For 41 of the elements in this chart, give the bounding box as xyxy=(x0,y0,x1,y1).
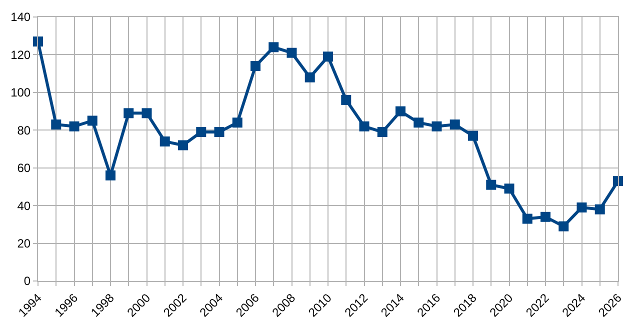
point xyxy=(522,214,532,224)
point xyxy=(106,170,116,180)
point xyxy=(396,106,406,116)
y-tick-label: 0 xyxy=(24,274,31,288)
point xyxy=(450,119,460,130)
point xyxy=(594,204,605,214)
y-tick-label: 20 xyxy=(17,236,31,250)
point xyxy=(576,202,587,212)
point xyxy=(196,127,206,138)
point xyxy=(178,140,188,150)
point xyxy=(304,72,315,82)
point xyxy=(341,94,352,105)
point xyxy=(33,36,43,47)
point xyxy=(414,118,424,128)
point xyxy=(613,176,623,186)
point xyxy=(87,116,98,126)
point xyxy=(268,42,279,52)
point xyxy=(51,119,62,130)
point xyxy=(124,108,134,118)
point xyxy=(558,221,569,232)
y-tick-label: 100 xyxy=(10,86,31,100)
y-tick-label: 60 xyxy=(17,161,31,176)
point xyxy=(286,48,297,58)
point xyxy=(250,61,260,72)
point xyxy=(377,127,388,138)
y-tick-label: 80 xyxy=(17,123,31,138)
point xyxy=(160,136,170,146)
point xyxy=(486,180,496,190)
point xyxy=(468,130,478,141)
point xyxy=(323,52,333,62)
y-tick-label: 40 xyxy=(17,198,31,213)
point xyxy=(504,184,514,194)
point xyxy=(232,118,242,128)
point xyxy=(214,127,224,138)
y-tick-label: 120 xyxy=(10,48,31,62)
point xyxy=(432,121,442,132)
point xyxy=(69,121,80,132)
y-tick-label: 140 xyxy=(10,10,31,24)
point xyxy=(359,121,370,132)
point xyxy=(142,108,152,118)
point xyxy=(540,212,550,222)
